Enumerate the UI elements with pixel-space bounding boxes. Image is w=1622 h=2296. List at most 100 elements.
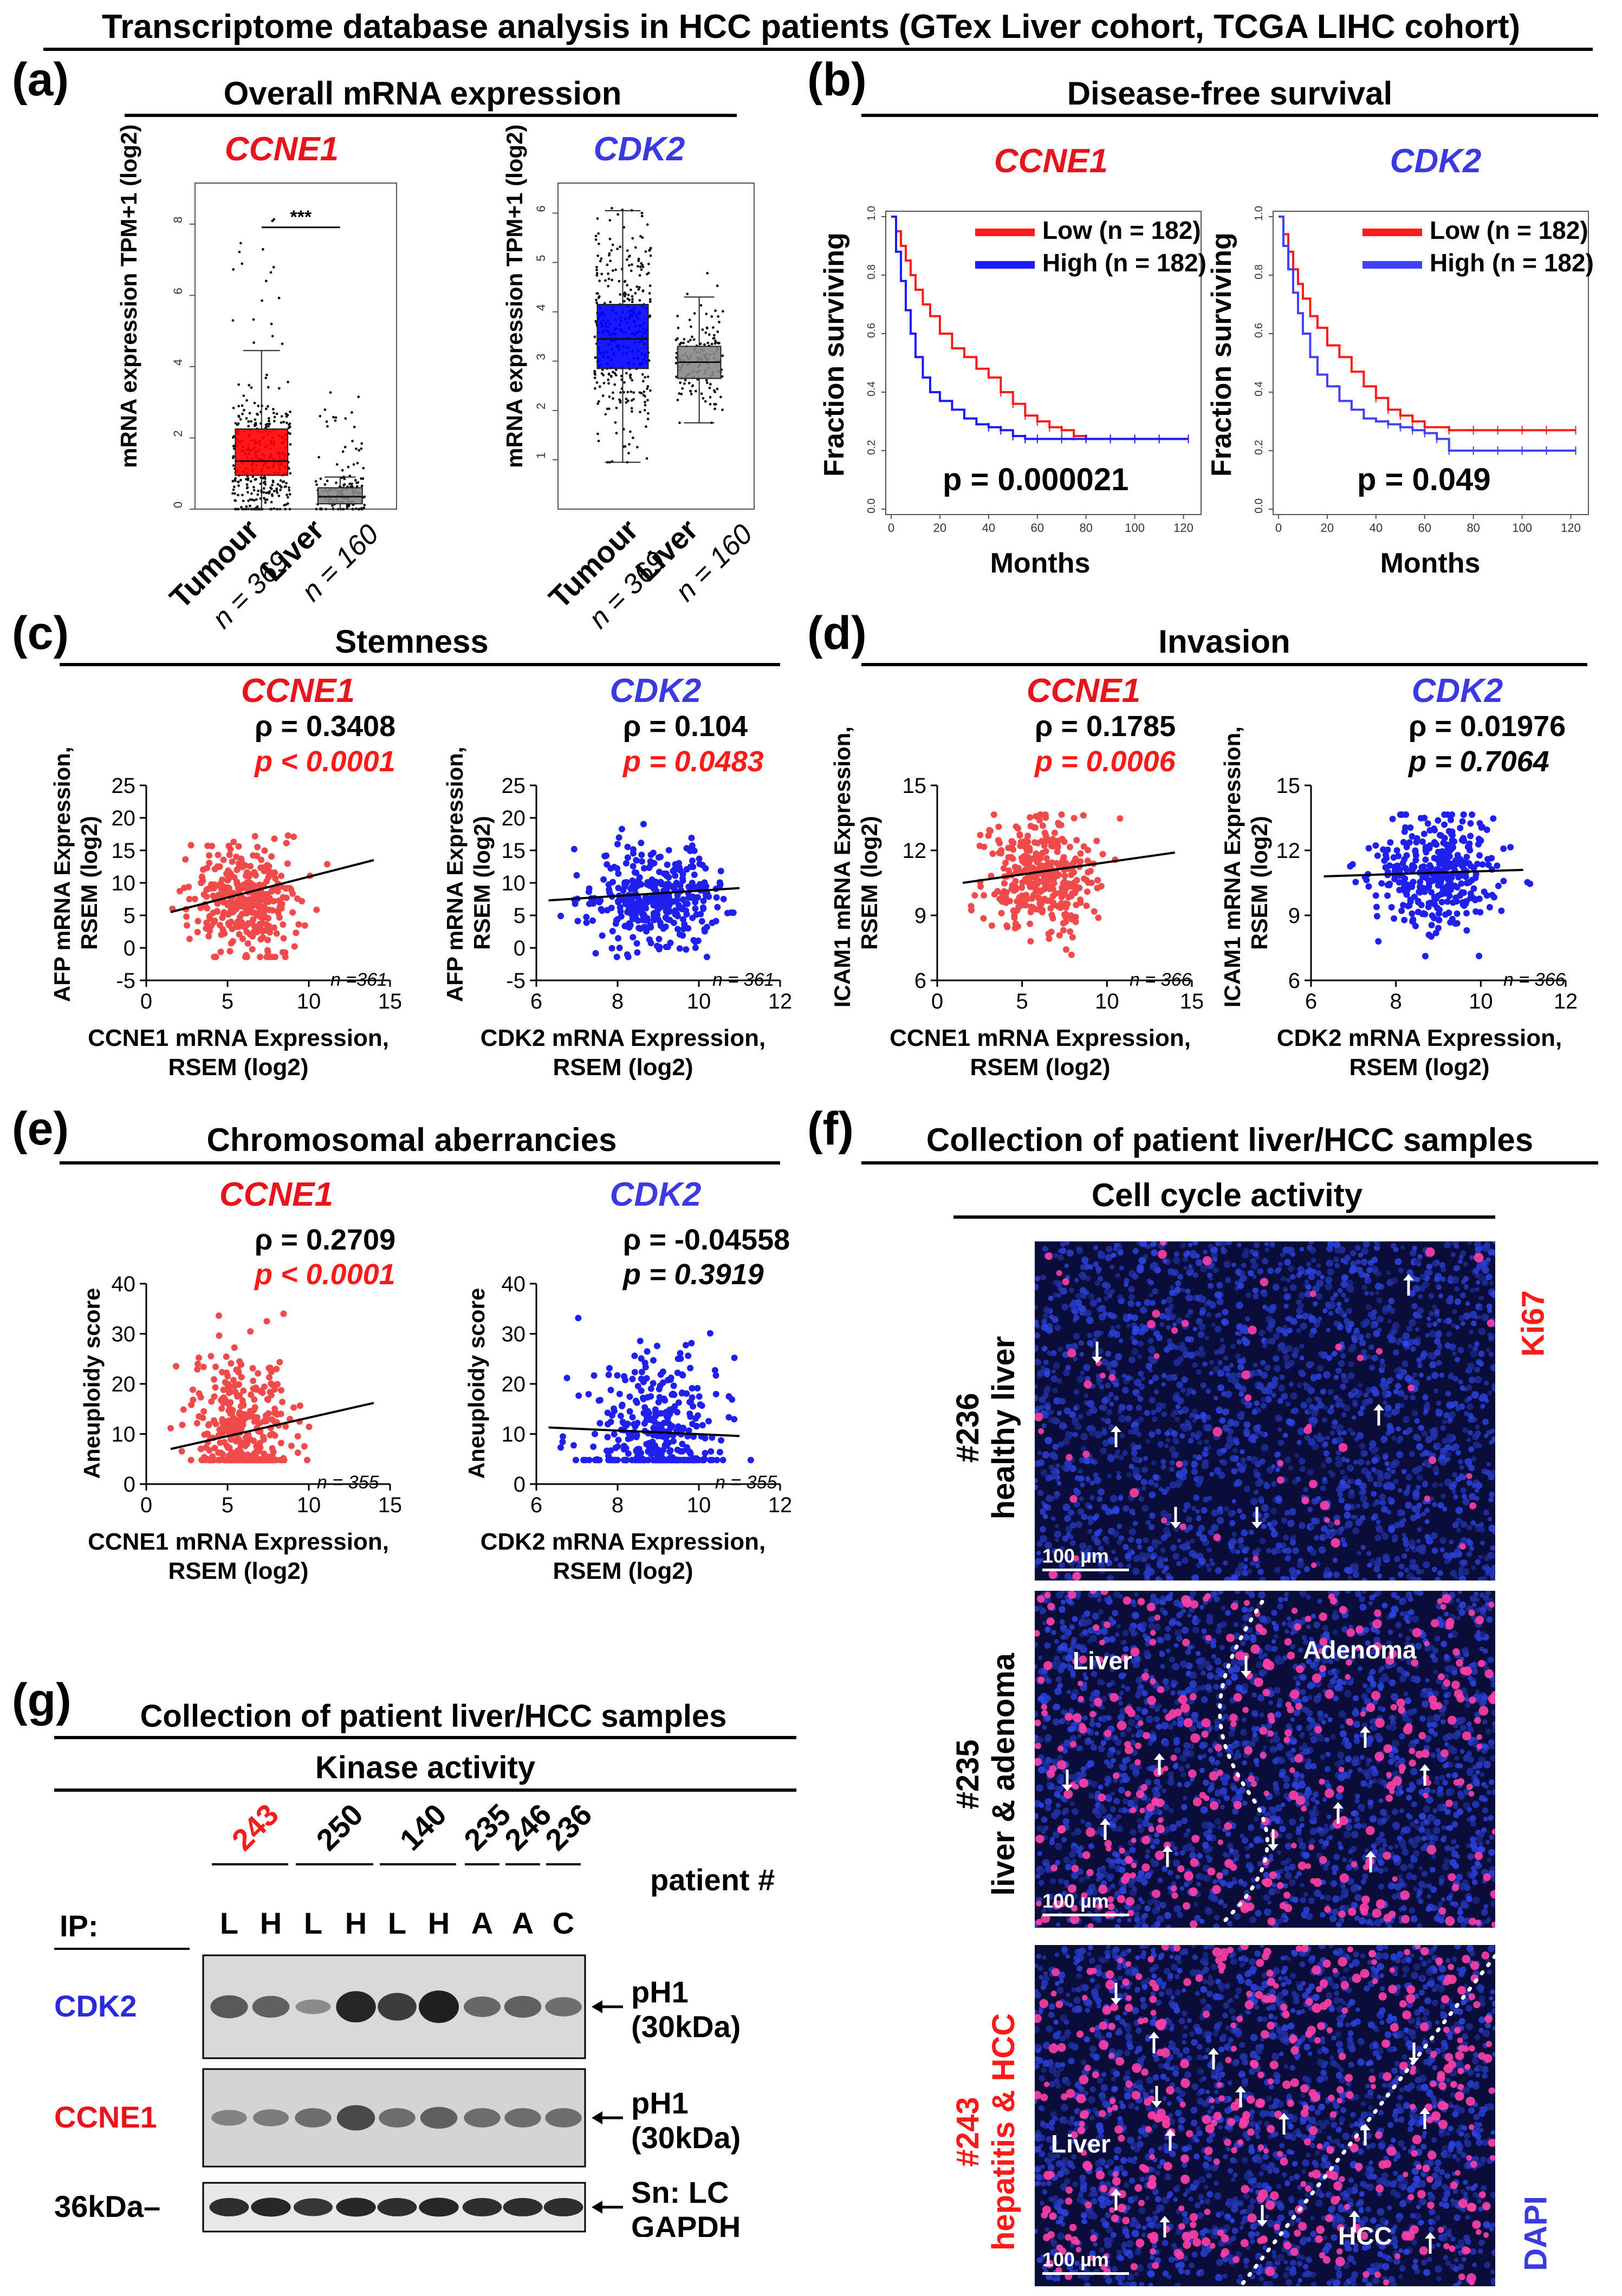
nucleus-dapi [1055,1538,1060,1543]
scatter-point [301,922,308,929]
scatter-point [264,936,271,944]
nucleus-dapi [1422,1481,1429,1488]
nucleus-dapi [1431,1547,1438,1554]
x-tick-label: 20 [1321,521,1334,535]
nucleus-dapi [1065,1525,1073,1533]
box-point [596,292,599,295]
nucleus-dapi [1471,1483,1477,1488]
scatter-point [303,1456,310,1464]
box-point [713,407,716,411]
scatter-point [1409,910,1416,917]
scatter-point [265,1410,272,1417]
scatter-point [674,892,681,899]
nucleus-dapi [1258,1329,1266,1336]
nucleus-dapi [1126,1404,1133,1411]
nucleus-dapi [1223,1260,1231,1268]
box-point [595,272,599,275]
nucleus-dapi [1467,1403,1474,1410]
nucleus-dapi [1280,1542,1287,1549]
box-point [694,389,697,393]
nucleus-dapi [1180,1243,1186,1248]
box-point [286,502,289,505]
nucleus-dapi [1312,1301,1318,1307]
scatter-point [597,897,604,904]
scatter-point [656,1421,663,1428]
box-point [273,490,276,493]
scatter-point [1442,874,1449,881]
scatter-point [1403,843,1410,850]
box-point [646,387,648,391]
scatter-point [206,852,213,859]
scatter-point [665,847,672,854]
nucleus-dapi [1176,1560,1182,1566]
x-tick-label: 120 [1173,521,1193,535]
scatter-point [204,1430,211,1438]
scatter-point [652,1413,659,1420]
scatter-point [215,1312,222,1319]
nucleus-dapi [1180,1287,1186,1292]
scatter-point [277,1440,284,1447]
nucleus-dapi [1110,1264,1114,1270]
nucleus-dapi [1463,1276,1469,1282]
nucleus-dapi [1366,1354,1372,1360]
scatter-point [630,846,637,853]
box-point [608,237,612,240]
scatter-point [685,1427,692,1434]
nucleus-dapi [1040,1469,1048,1477]
scatter-point [1396,866,1403,873]
nucleus-dapi [1386,1510,1392,1515]
scatter-point [1438,899,1445,906]
box-point [267,386,270,389]
scatter-point [1003,922,1010,929]
nucleus-dapi [1303,1566,1310,1572]
box-point [597,296,600,299]
nucleus-dapi [1459,1519,1464,1524]
nucleus-dapi [1404,1567,1410,1573]
nucleus-dapi [1327,1268,1334,1276]
scatter-point [661,1442,669,1449]
nucleus-dapi [1349,1479,1355,1484]
nucleus-dapi [1441,1493,1446,1499]
scatter-point [632,906,639,913]
nucleus-dapi [1191,1468,1198,1475]
box-point [239,242,242,245]
panel-a-letter: (a) [12,54,69,106]
scatter-point [671,867,678,874]
scatter-point [618,1403,625,1410]
nucleus-dapi [1206,1547,1212,1553]
c1-xlabel-line2: RSEM (log2) [168,1054,309,1081]
scatter-point [673,896,680,903]
nucleus-dapi [1296,1328,1302,1334]
nucleus-dapi [1079,1457,1085,1464]
scatter-point [1437,876,1444,883]
nucleus-dapi [1283,1303,1289,1309]
nucleus-dapi [1117,1249,1124,1256]
scatter-point [236,931,243,938]
b1-xlabel: Months [990,548,1091,579]
scatter-point [280,1310,287,1317]
scatter-point [1415,908,1422,915]
scatter-point [679,871,686,878]
scatter-point [676,945,683,952]
nucleus-dapi [1380,1377,1386,1383]
y-tick-label: 25 [502,774,526,798]
nucleus-dapi [1152,1288,1159,1295]
box-point [598,242,600,245]
scatter-point [634,949,641,956]
box-point [641,290,645,293]
nucleus-dapi [1195,1509,1200,1514]
box-point [315,508,318,511]
nucleus-dapi [1063,1369,1070,1376]
box-point [287,380,289,383]
nucleus-dapi [1452,1376,1458,1382]
nucleus-dapi [1209,1360,1214,1365]
scatter-point [1058,811,1065,818]
nucleus-dapi [1299,1343,1305,1349]
nucleus-dapi [1376,1243,1381,1248]
box-point [334,419,337,422]
scatter-point [1494,862,1501,869]
scatter-point [1061,889,1068,896]
nucleus-dapi [1363,1241,1370,1248]
box-point [676,315,679,317]
